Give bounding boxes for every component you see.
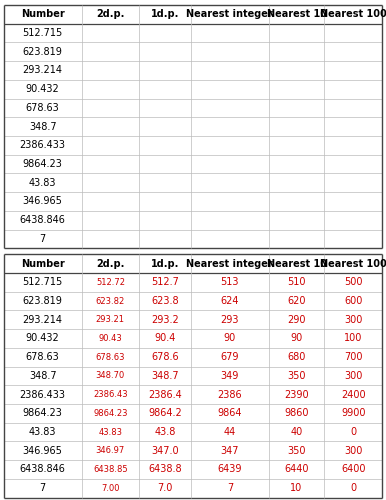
Text: 7.0: 7.0 bbox=[157, 483, 173, 493]
Text: 293.214: 293.214 bbox=[23, 314, 63, 324]
Text: Nearest 100: Nearest 100 bbox=[320, 258, 386, 268]
Text: 350: 350 bbox=[287, 371, 306, 381]
Text: 7.00: 7.00 bbox=[101, 484, 120, 492]
Text: 2386.4: 2386.4 bbox=[148, 390, 182, 400]
Text: 680: 680 bbox=[287, 352, 306, 362]
Text: 700: 700 bbox=[344, 352, 362, 362]
Text: 624: 624 bbox=[220, 296, 239, 306]
Text: 679: 679 bbox=[220, 352, 239, 362]
Text: 2400: 2400 bbox=[341, 390, 366, 400]
Text: 90.432: 90.432 bbox=[26, 334, 59, 344]
Text: 44: 44 bbox=[224, 427, 236, 437]
Text: 6438.85: 6438.85 bbox=[93, 465, 128, 474]
Text: 10: 10 bbox=[290, 483, 303, 493]
Text: 6438.846: 6438.846 bbox=[20, 464, 66, 474]
Text: 90.432: 90.432 bbox=[26, 84, 59, 94]
Text: 293.21: 293.21 bbox=[96, 315, 125, 324]
Text: 623.819: 623.819 bbox=[23, 47, 63, 57]
Text: 2390: 2390 bbox=[284, 390, 309, 400]
Text: 2386.433: 2386.433 bbox=[20, 390, 66, 400]
Text: 600: 600 bbox=[344, 296, 362, 306]
Text: 7: 7 bbox=[227, 483, 233, 493]
Text: 9860: 9860 bbox=[284, 408, 309, 418]
Text: 90.4: 90.4 bbox=[154, 334, 176, 344]
Text: 2d.p.: 2d.p. bbox=[96, 10, 125, 20]
Text: 2d.p.: 2d.p. bbox=[96, 258, 125, 268]
Text: 300: 300 bbox=[344, 446, 362, 456]
Text: 6400: 6400 bbox=[341, 464, 366, 474]
Text: 300: 300 bbox=[344, 314, 362, 324]
Text: 90: 90 bbox=[290, 334, 303, 344]
Text: 0: 0 bbox=[350, 483, 356, 493]
Text: 90: 90 bbox=[224, 334, 236, 344]
Text: 293.2: 293.2 bbox=[151, 314, 179, 324]
Text: 620: 620 bbox=[287, 296, 306, 306]
Text: 6439: 6439 bbox=[218, 464, 242, 474]
Text: 7: 7 bbox=[39, 234, 46, 244]
Text: Nearest 10: Nearest 10 bbox=[266, 10, 327, 20]
Text: Number: Number bbox=[21, 258, 64, 268]
Text: 293: 293 bbox=[220, 314, 239, 324]
Text: 90.43: 90.43 bbox=[98, 334, 122, 343]
Text: 347: 347 bbox=[220, 446, 239, 456]
Text: 623.819: 623.819 bbox=[23, 296, 63, 306]
Text: 678.63: 678.63 bbox=[26, 103, 59, 113]
Text: 512.7: 512.7 bbox=[151, 278, 179, 287]
Text: 43.83: 43.83 bbox=[98, 428, 122, 436]
Text: 7: 7 bbox=[39, 483, 46, 493]
Text: 348.7: 348.7 bbox=[151, 371, 179, 381]
Text: 9864.23: 9864.23 bbox=[93, 409, 128, 418]
Text: 9864.23: 9864.23 bbox=[23, 408, 63, 418]
Text: 6438.846: 6438.846 bbox=[20, 215, 66, 225]
Text: 678.6: 678.6 bbox=[151, 352, 179, 362]
Text: 349: 349 bbox=[221, 371, 239, 381]
Text: 300: 300 bbox=[344, 371, 362, 381]
Text: Nearest integer: Nearest integer bbox=[186, 258, 273, 268]
Text: Nearest 100: Nearest 100 bbox=[320, 10, 386, 20]
Text: 346.965: 346.965 bbox=[23, 196, 63, 206]
Text: Number: Number bbox=[21, 10, 64, 20]
Text: 40: 40 bbox=[290, 427, 303, 437]
Text: 513: 513 bbox=[220, 278, 239, 287]
Text: 6440: 6440 bbox=[284, 464, 309, 474]
Text: 347.0: 347.0 bbox=[151, 446, 179, 456]
Text: 678.63: 678.63 bbox=[26, 352, 59, 362]
Text: 9900: 9900 bbox=[341, 408, 366, 418]
Text: 43.8: 43.8 bbox=[154, 427, 176, 437]
Text: Nearest 10: Nearest 10 bbox=[266, 258, 327, 268]
Text: 500: 500 bbox=[344, 278, 362, 287]
Text: 346.97: 346.97 bbox=[96, 446, 125, 455]
Text: 510: 510 bbox=[287, 278, 306, 287]
Text: 512.72: 512.72 bbox=[96, 278, 125, 287]
Text: 2386.43: 2386.43 bbox=[93, 390, 128, 399]
Text: 348.7: 348.7 bbox=[29, 371, 56, 381]
Text: 512.715: 512.715 bbox=[22, 278, 63, 287]
Text: 9864: 9864 bbox=[218, 408, 242, 418]
Text: 100: 100 bbox=[344, 334, 362, 344]
Text: 350: 350 bbox=[287, 446, 306, 456]
Text: 43.83: 43.83 bbox=[29, 427, 56, 437]
Text: 348.7: 348.7 bbox=[29, 122, 56, 132]
Text: 9864.23: 9864.23 bbox=[23, 159, 63, 169]
Text: 9864.2: 9864.2 bbox=[148, 408, 182, 418]
Text: 2386.433: 2386.433 bbox=[20, 140, 66, 150]
Text: 623.82: 623.82 bbox=[96, 296, 125, 306]
Text: 6438.8: 6438.8 bbox=[148, 464, 182, 474]
Text: 1d.p.: 1d.p. bbox=[151, 258, 179, 268]
Text: 678.63: 678.63 bbox=[96, 352, 125, 362]
Text: 348.70: 348.70 bbox=[96, 372, 125, 380]
Text: Nearest integer: Nearest integer bbox=[186, 10, 273, 20]
Text: 293.214: 293.214 bbox=[23, 66, 63, 76]
Text: 0: 0 bbox=[350, 427, 356, 437]
Text: 2386: 2386 bbox=[218, 390, 242, 400]
Text: 43.83: 43.83 bbox=[29, 178, 56, 188]
Text: 346.965: 346.965 bbox=[23, 446, 63, 456]
Text: 512.715: 512.715 bbox=[22, 28, 63, 38]
Text: 1d.p.: 1d.p. bbox=[151, 10, 179, 20]
Text: 623.8: 623.8 bbox=[151, 296, 179, 306]
Text: 290: 290 bbox=[287, 314, 306, 324]
